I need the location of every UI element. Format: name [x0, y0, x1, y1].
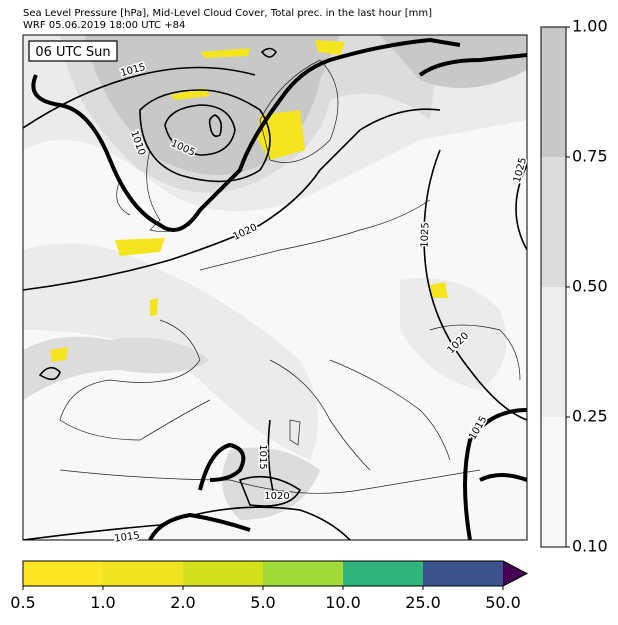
title-line-2: WRF 05.06.2019 18:00 UTC +84: [23, 20, 185, 31]
precip-tick-label: 2.0: [170, 593, 195, 612]
precip-colorbar: 0.5 1.0 2.0 5.0 10.0 25.0 50.0: [10, 560, 529, 612]
isobar-label: 1020: [264, 491, 289, 502]
cloud-tick-label: 1.00: [572, 17, 608, 36]
cloud-tick-label: 0.25: [572, 407, 608, 426]
precip-tick-label: 0.5: [10, 593, 35, 612]
isobar-label: 1015: [114, 530, 141, 544]
precip-tick-label: 10.0: [325, 593, 361, 612]
title-line-1: Sea Level Pressure [hPa], Mid-Level Clou…: [23, 8, 432, 19]
precip-tick-label: 50.0: [485, 593, 521, 612]
cloud-tick-label: 0.75: [572, 147, 608, 166]
precip-tick-label: 25.0: [405, 593, 441, 612]
cloud-colorbar: 0.10 0.25 0.50 0.75 1.00: [540, 17, 608, 556]
cloud-tick-label: 0.50: [572, 277, 608, 296]
precip-tick-label: 5.0: [250, 593, 275, 612]
isobar-label: 1015: [257, 444, 268, 469]
time-label: 06 UTC Sun: [35, 45, 110, 60]
precip-tick-label: 1.0: [90, 593, 115, 612]
cloud-tick-label: 0.10: [572, 537, 608, 556]
isobar-label: 1025: [420, 222, 432, 248]
